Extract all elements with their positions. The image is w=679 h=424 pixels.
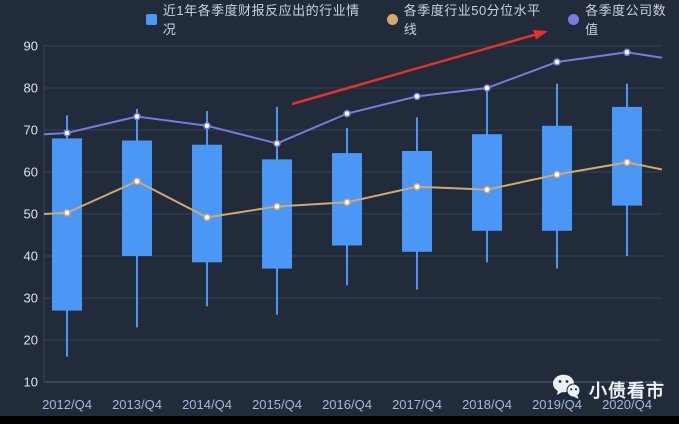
- candle-box[interactable]: [122, 140, 152, 257]
- data-point[interactable]: [553, 170, 561, 179]
- candle-box[interactable]: [542, 125, 572, 231]
- legend-circle-marker-icon: [386, 13, 398, 25]
- candle-box[interactable]: [612, 106, 642, 206]
- y-tick-label: 40: [24, 249, 38, 264]
- chart-legend: 近1年各季度财报反应出的行业情况 各季度行业50分位水平线 各季度公司数值: [146, 3, 679, 37]
- y-tick-label: 50: [24, 207, 38, 222]
- x-tick-label: 2019/Q4: [532, 397, 582, 412]
- y-tick-label: 60: [24, 165, 38, 180]
- y-tick-label: 10: [24, 375, 38, 390]
- y-tick-label: 90: [24, 39, 38, 54]
- data-point[interactable]: [413, 92, 421, 101]
- data-point[interactable]: [63, 208, 71, 217]
- candle-box[interactable]: [402, 151, 432, 252]
- y-tick-label: 30: [24, 291, 38, 306]
- x-tick-label: 2017/Q4: [392, 397, 442, 412]
- candle-box[interactable]: [52, 138, 82, 311]
- annotation-arrowhead-icon: [533, 30, 548, 40]
- data-point[interactable]: [343, 109, 351, 118]
- legend-item-label: 近1年各季度财报反应出的行业情况: [162, 3, 360, 37]
- annotation-arrow-line: [291, 33, 535, 106]
- x-tick-label: 2013/Q4: [112, 397, 162, 412]
- data-point[interactable]: [343, 198, 351, 206]
- x-tick-label: 2012/Q4: [42, 397, 92, 412]
- y-tick-label: 80: [24, 81, 38, 96]
- data-point[interactable]: [553, 58, 561, 66]
- legend-circle-marker-icon: [568, 13, 580, 25]
- x-tick-label: 2018/Q4: [462, 397, 512, 412]
- data-point[interactable]: [203, 213, 211, 222]
- x-tick-label: 2014/Q4: [182, 397, 232, 412]
- data-point[interactable]: [273, 202, 281, 211]
- x-tick-label: 2020/Q4: [602, 397, 652, 412]
- watermark-text: 小债看市: [589, 380, 665, 401]
- data-point[interactable]: [623, 158, 631, 167]
- data-point[interactable]: [413, 182, 421, 191]
- legend-item-industry-median-line[interactable]: 各季度行业50分位水平线: [386, 0, 553, 38]
- legend-item-label: 各季度公司数值: [585, 3, 667, 37]
- data-point[interactable]: [483, 84, 491, 92]
- data-point[interactable]: [623, 48, 631, 57]
- x-tick-label: 2015/Q4: [252, 397, 302, 412]
- x-tick-label: 2016/Q4: [322, 397, 372, 412]
- data-point[interactable]: [203, 122, 211, 130]
- legend-square-marker-icon: [146, 13, 157, 25]
- y-tick-label: 20: [24, 333, 38, 348]
- wechat-icon: [552, 374, 582, 405]
- data-point[interactable]: [273, 139, 281, 148]
- data-point[interactable]: [483, 185, 491, 194]
- bottom-bar: [0, 416, 679, 424]
- data-point[interactable]: [133, 177, 141, 185]
- data-point[interactable]: [133, 112, 141, 121]
- data-point[interactable]: [63, 129, 71, 137]
- candle-box[interactable]: [192, 144, 222, 263]
- y-tick-label: 70: [24, 123, 38, 138]
- candle-box[interactable]: [472, 134, 502, 231]
- legend-item-label: 各季度行业50分位水平线: [403, 3, 541, 37]
- watermark: 小债看市: [552, 374, 665, 405]
- legend-item-company-value[interactable]: 各季度公司数值: [568, 0, 679, 38]
- legend-item-industry-range[interactable]: 近1年各季度财报反应出的行业情况: [146, 0, 372, 38]
- candle-box[interactable]: [262, 159, 292, 269]
